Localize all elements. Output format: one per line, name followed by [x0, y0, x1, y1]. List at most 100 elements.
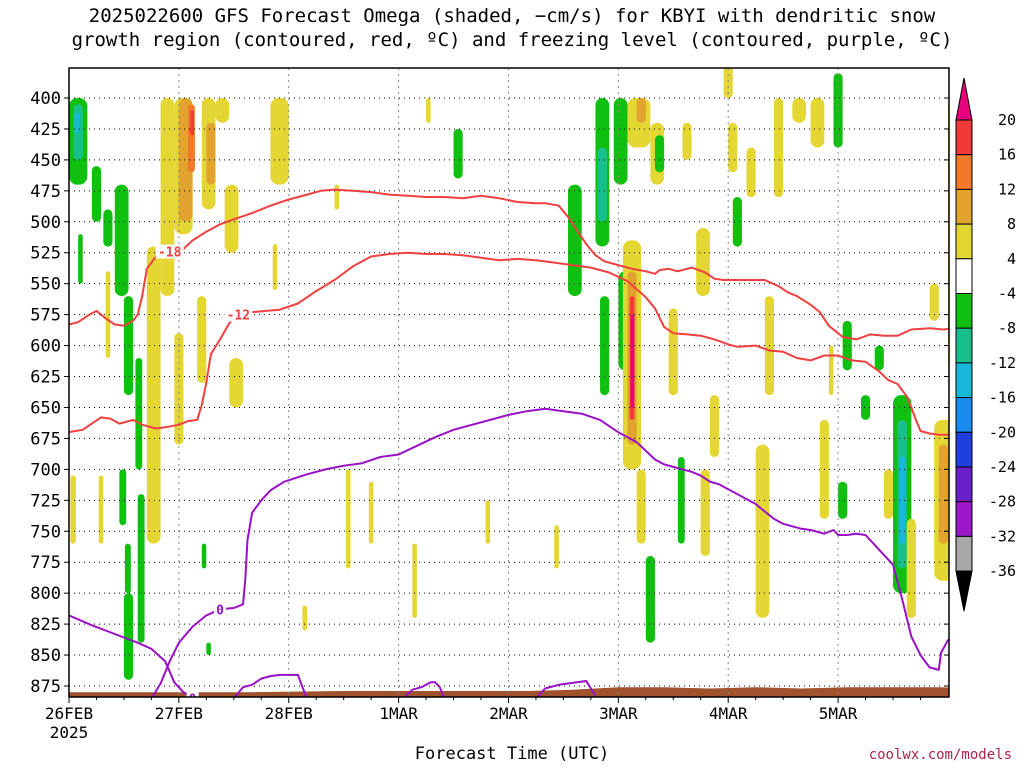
contour-line — [403, 681, 445, 697]
y-tick-label: 725 — [30, 491, 61, 511]
omega-region — [567, 184, 582, 297]
colorbar-tick-label: -24 — [989, 458, 1016, 476]
contour-line — [69, 188, 949, 341]
contour-label: 0 — [189, 692, 197, 707]
omega-region — [119, 469, 127, 526]
omega-region — [700, 469, 710, 557]
x-tick-label: 27FEB — [155, 704, 203, 723]
colorbar-band — [955, 188, 973, 225]
plot-border — [68, 67, 950, 698]
omega-region — [636, 98, 646, 123]
y-tick-label: 425 — [30, 120, 61, 140]
omega-region — [270, 98, 289, 185]
y-tick-label: 400 — [30, 89, 61, 109]
omega-shading — [69, 68, 994, 680]
omega-region — [975, 420, 984, 457]
omega-region — [272, 244, 278, 290]
y-tick-label: 475 — [30, 182, 61, 202]
contour-label-bg — [224, 307, 253, 322]
omega-region — [91, 166, 102, 222]
colorbar-band — [955, 258, 973, 294]
colorbar-tick-label: 8 — [1007, 215, 1016, 233]
omega-region — [792, 98, 807, 123]
omega-region — [723, 68, 733, 98]
x-year-label: 2025 — [50, 723, 89, 742]
omega-region — [146, 246, 161, 544]
contour-label: 0 — [216, 603, 224, 618]
omega-region — [645, 556, 655, 643]
y-tick-label: 450 — [30, 151, 61, 171]
title-line-2: growth region (contoured, red, ºC) and f… — [71, 29, 953, 51]
colorbar-top-arrow — [955, 77, 973, 121]
omega-region — [206, 642, 211, 656]
y-tick-label: 750 — [30, 522, 61, 542]
omega-region — [732, 197, 742, 247]
omega-region — [677, 456, 685, 544]
contour-line — [233, 673, 308, 697]
omega-region — [453, 128, 463, 179]
y-tick-label: 525 — [30, 244, 61, 264]
omega-region — [160, 98, 175, 297]
omega-region — [74, 112, 80, 133]
omega-region — [980, 197, 994, 370]
title-line-1: 2025022600 GFS Forecast Omega (shaded, −… — [88, 5, 936, 27]
omega-region — [597, 147, 607, 222]
x-tick-label: 3MAR — [599, 704, 638, 723]
omega-region — [174, 333, 184, 445]
y-tick-label: 600 — [30, 337, 61, 357]
omega-region — [630, 314, 635, 408]
omega-region — [883, 469, 893, 519]
x-tick-label: 4MAR — [709, 704, 748, 723]
omega-region — [70, 475, 76, 544]
terrain-fill — [69, 687, 949, 697]
omega-region — [105, 271, 111, 358]
x-tick-label: 28FEB — [265, 704, 313, 723]
omega-region — [668, 308, 678, 396]
x-axis-label: Forecast Time (UTC) — [414, 744, 610, 764]
colorbar-band — [955, 397, 973, 433]
contour-label-bg — [155, 244, 184, 259]
colorbar-tick-label: -32 — [989, 527, 1016, 545]
omega-region — [103, 209, 113, 247]
colorbar-tick-label: 12 — [998, 180, 1016, 198]
time-axis: 26FEB 27FEB 28FEB 1MAR 2MAR 3MAR 4MAR 5MAR 2025 — [45, 697, 921, 742]
y-tick-label: 650 — [30, 398, 61, 418]
omega-region — [654, 135, 665, 173]
y-tick-label: 500 — [30, 213, 61, 233]
omega-region — [206, 122, 216, 185]
omega-region — [123, 593, 134, 680]
colorbar-band — [955, 119, 973, 156]
colorbar-band — [955, 431, 973, 468]
omega-region — [613, 98, 628, 185]
omega-region — [98, 475, 104, 544]
omega-region — [135, 357, 143, 470]
y-tick-label: 775 — [30, 553, 61, 573]
y-tick-label: 825 — [30, 615, 61, 635]
y-tick-label: 675 — [30, 429, 61, 449]
contour-line — [69, 251, 949, 437]
colorbar-band — [955, 154, 973, 190]
omega-region — [906, 518, 916, 618]
omega-region — [755, 444, 770, 618]
omega-region — [810, 98, 825, 148]
grid-lines — [69, 68, 949, 697]
terrain-layer — [69, 687, 949, 697]
omega-region — [197, 296, 207, 383]
colorbar: 20 16 12 8 4 -4 -8 -12 -16 -20 -24 -28 -32 -36 — [955, 77, 1016, 612]
colorbar-tick-label: -36 — [989, 562, 1016, 580]
omega-region — [485, 500, 491, 544]
colorbar-tick-label: -8 — [998, 319, 1016, 337]
credit-link[interactable]: coolwx.com/models — [868, 747, 1012, 763]
colorbar-bottom-arrow — [955, 570, 973, 612]
contour-label: -18 — [158, 245, 182, 260]
omega-region — [78, 234, 83, 284]
omega-region — [746, 147, 756, 198]
x-tick-label: 26FEB — [45, 704, 93, 723]
chart-title: 2025022600 GFS Forecast Omega (shaded, −… — [0, 4, 1024, 52]
y-tick-label: 575 — [30, 306, 61, 326]
colorbar-tick-label: 16 — [998, 146, 1016, 164]
pressure-axis: 400 425 450 475 500 525 550 575 600 625 650 675 700 7… — [30, 89, 949, 697]
omega-region — [137, 494, 145, 643]
colorbar-tick-label: -12 — [989, 354, 1016, 372]
